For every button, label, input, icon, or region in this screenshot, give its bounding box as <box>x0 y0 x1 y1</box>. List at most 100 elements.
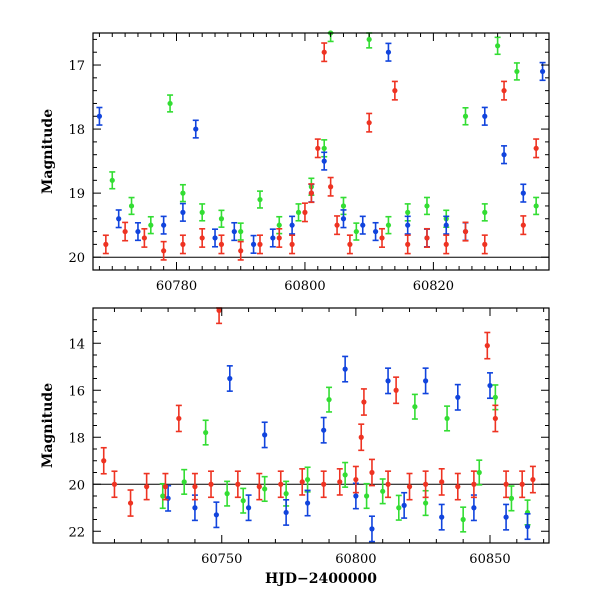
data-point <box>340 216 347 222</box>
data-point <box>278 481 284 487</box>
data-point <box>96 113 103 119</box>
x-tick-label: 60800 <box>335 552 376 567</box>
data-point <box>257 241 263 247</box>
data-point <box>181 479 187 485</box>
data-point <box>321 145 327 151</box>
data-point <box>520 190 526 196</box>
data-point <box>167 100 173 107</box>
data-point <box>270 235 276 241</box>
data-point <box>262 486 268 492</box>
data-point <box>396 505 402 511</box>
data-point <box>101 458 107 464</box>
data-point <box>342 366 348 372</box>
data-point <box>482 241 488 247</box>
data-point <box>262 432 268 438</box>
data-point <box>128 203 135 209</box>
data-point <box>192 505 198 511</box>
data-point <box>482 113 488 119</box>
data-point <box>501 152 507 158</box>
data-point <box>161 222 167 228</box>
data-point <box>406 484 413 490</box>
data-point <box>213 512 219 518</box>
data-point <box>321 481 327 487</box>
data-point <box>326 397 332 403</box>
data-point <box>245 505 252 511</box>
data-point <box>238 228 244 235</box>
data-point <box>401 502 407 508</box>
y-tick-label: 19 <box>68 187 85 202</box>
data-point <box>385 49 392 55</box>
data-point <box>127 500 134 506</box>
data-point <box>492 415 498 422</box>
data-point <box>353 476 359 483</box>
data-point <box>495 43 501 49</box>
plot-frame <box>92 32 550 271</box>
data-point <box>295 209 302 215</box>
data-point <box>227 375 233 382</box>
data-point <box>503 481 509 487</box>
data-point <box>508 495 515 501</box>
data-point <box>424 203 430 209</box>
data-point <box>476 469 482 476</box>
data-point <box>135 228 141 235</box>
data-point <box>405 222 411 228</box>
data-point <box>208 481 214 487</box>
data-point <box>405 241 411 247</box>
data-point <box>340 203 347 209</box>
data-point <box>379 235 385 241</box>
data-point <box>462 113 469 119</box>
data-point <box>530 476 536 483</box>
data-point <box>514 68 520 75</box>
data-point <box>321 49 327 55</box>
data-point <box>424 235 430 241</box>
data-point <box>193 126 199 132</box>
data-point <box>289 222 295 228</box>
data-point <box>224 491 230 497</box>
x-tick-label: 60800 <box>284 279 325 294</box>
data-point <box>122 228 128 235</box>
data-point <box>443 222 449 228</box>
data-point <box>238 248 244 254</box>
data-point <box>283 491 289 497</box>
data-point <box>533 145 539 151</box>
data-point <box>385 481 391 487</box>
data-point <box>160 493 166 499</box>
data-point <box>235 481 241 487</box>
data-point <box>148 222 154 228</box>
data-point <box>116 216 122 222</box>
data-point <box>482 209 488 215</box>
data-point <box>203 429 209 436</box>
data-point <box>360 222 366 228</box>
data-point <box>487 382 493 389</box>
data-point <box>337 479 343 485</box>
data-point <box>276 235 282 241</box>
data-point <box>328 184 334 190</box>
data-point <box>321 158 327 164</box>
data-point <box>308 190 314 196</box>
data-point <box>240 498 246 504</box>
x-tick-label: 60850 <box>469 552 510 567</box>
data-point <box>256 484 262 490</box>
data-point <box>393 387 399 393</box>
data-point <box>212 235 218 241</box>
data-point <box>462 228 469 235</box>
y-tick-label: 17 <box>68 59 85 74</box>
data-point <box>412 404 418 410</box>
x-tick-label: 60820 <box>413 279 454 294</box>
data-point <box>471 481 477 487</box>
y-tick-label: 22 <box>68 525 85 540</box>
data-point <box>364 493 370 499</box>
data-point <box>361 399 367 405</box>
data-point <box>218 216 225 222</box>
data-point <box>347 241 353 247</box>
y-tick-label: 18 <box>68 123 85 138</box>
data-point <box>385 378 391 384</box>
y-tick-label: 20 <box>68 478 85 493</box>
data-point <box>109 177 115 183</box>
data-point <box>372 228 379 235</box>
data-point <box>369 526 375 532</box>
data-point <box>162 484 169 490</box>
data-point <box>192 484 198 490</box>
y-tick-label: 14 <box>68 337 85 352</box>
